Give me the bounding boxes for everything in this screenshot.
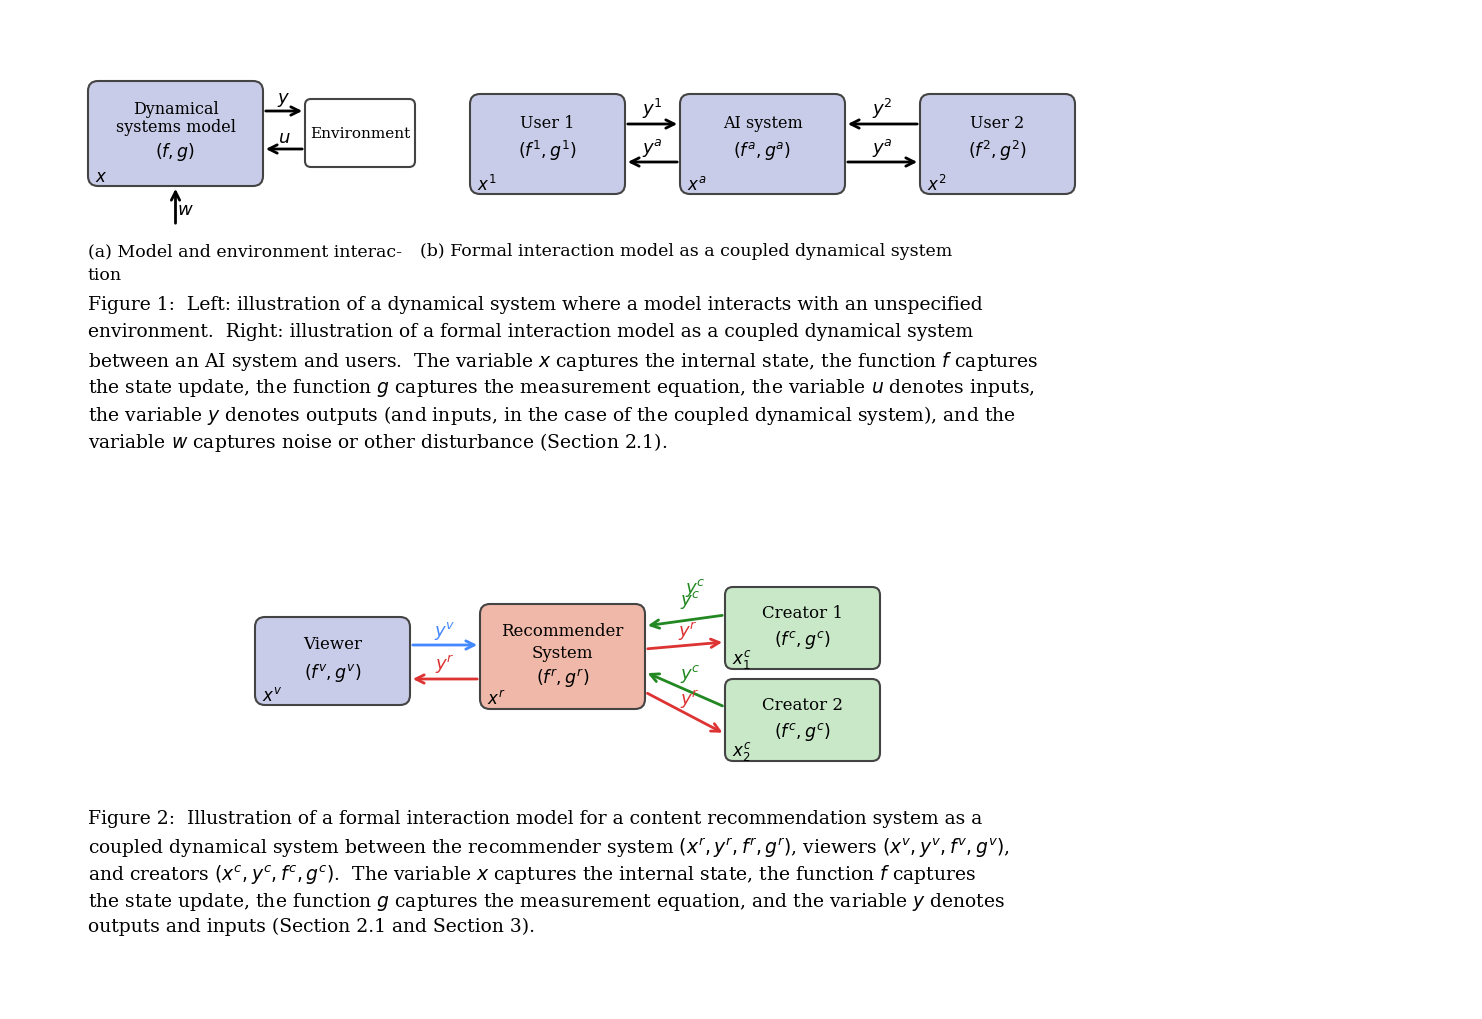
- Text: Figure 1:  Left: illustration of a dynamical system where a model interacts with: Figure 1: Left: illustration of a dynami…: [87, 296, 983, 314]
- Text: $y^r$: $y^r$: [679, 621, 698, 643]
- Text: $(f^c,g^c)$: $(f^c,g^c)$: [774, 720, 831, 742]
- Text: AI system: AI system: [723, 114, 802, 131]
- FancyBboxPatch shape: [305, 100, 415, 168]
- Text: $y^a$: $y^a$: [871, 137, 894, 159]
- Text: $(f^1,g^1)$: $(f^1,g^1)$: [519, 139, 576, 163]
- FancyBboxPatch shape: [480, 604, 645, 709]
- Text: $x^c_1$: $x^c_1$: [732, 648, 751, 671]
- Text: the state update, the function $g$ captures the measurement equation, and the va: the state update, the function $g$ captu…: [87, 891, 1005, 912]
- Text: the state update, the function $g$ captures the measurement equation, the variab: the state update, the function $g$ captu…: [87, 377, 1034, 398]
- Text: environment.  Right: illustration of a formal interaction model as a coupled dyn: environment. Right: illustration of a fo…: [87, 323, 974, 340]
- FancyBboxPatch shape: [920, 95, 1074, 195]
- Text: $w$: $w$: [178, 201, 194, 219]
- Text: outputs and inputs (Section 2.1 and Section 3).: outputs and inputs (Section 2.1 and Sect…: [87, 917, 535, 935]
- Text: User 1: User 1: [520, 114, 575, 131]
- Text: $y^v$: $y^v$: [434, 620, 456, 641]
- Text: $x^a$: $x^a$: [688, 176, 707, 194]
- Text: coupled dynamical system between the recommender system $(x^r, y^r, f^r, g^r)$, : coupled dynamical system between the rec…: [87, 837, 1009, 860]
- Text: (a) Model and environment interac-
tion: (a) Model and environment interac- tion: [87, 243, 402, 284]
- Text: $x^2$: $x^2$: [928, 175, 947, 195]
- Text: (b) Formal interaction model as a coupled dynamical system: (b) Formal interaction model as a couple…: [419, 243, 953, 260]
- Text: $x^v$: $x^v$: [262, 687, 282, 704]
- Text: $(f^r,g^r)$: $(f^r,g^r)$: [536, 667, 590, 690]
- Text: $y^r$: $y^r$: [436, 652, 455, 676]
- Text: Recommender: Recommender: [501, 623, 624, 640]
- Text: Creator 1: Creator 1: [762, 605, 843, 622]
- Text: $y^c$: $y^c$: [685, 577, 705, 599]
- FancyBboxPatch shape: [87, 82, 262, 186]
- Text: Environment: Environment: [310, 127, 411, 141]
- Text: $y$: $y$: [277, 91, 290, 109]
- Text: $(f^a,g^a)$: $(f^a,g^a)$: [734, 140, 791, 162]
- Text: between an AI system and users.  The variable $x$ captures the internal state, t: between an AI system and users. The vari…: [87, 350, 1039, 373]
- Text: Dynamical: Dynamical: [132, 102, 218, 118]
- Text: and creators $(x^c, y^c, f^c, g^c)$.  The variable $x$ captures the internal sta: and creators $(x^c, y^c, f^c, g^c)$. The…: [87, 863, 977, 887]
- FancyBboxPatch shape: [725, 587, 880, 669]
- Text: $y^c$: $y^c$: [680, 588, 701, 610]
- FancyBboxPatch shape: [255, 618, 411, 705]
- Text: $y^r$: $y^r$: [680, 688, 700, 710]
- Text: $(f,g)$: $(f,g)$: [156, 141, 196, 163]
- FancyBboxPatch shape: [680, 95, 845, 195]
- Text: System: System: [532, 645, 593, 662]
- Text: Figure 2:  Illustration of a formal interaction model for a content recommendati: Figure 2: Illustration of a formal inter…: [87, 809, 983, 827]
- Text: $x^1$: $x^1$: [477, 175, 496, 195]
- Text: the variable $y$ denotes outputs (and inputs, in the case of the coupled dynamic: the variable $y$ denotes outputs (and in…: [87, 404, 1015, 427]
- Text: $y^c$: $y^c$: [680, 662, 701, 685]
- Text: $y^2$: $y^2$: [873, 97, 892, 121]
- Text: Viewer: Viewer: [302, 636, 362, 653]
- Text: $(f^2,g^2)$: $(f^2,g^2)$: [968, 139, 1027, 163]
- Text: variable $w$ captures noise or other disturbance (Section 2.1).: variable $w$ captures noise or other dis…: [87, 431, 667, 453]
- Text: systems model: systems model: [116, 119, 236, 137]
- FancyBboxPatch shape: [725, 680, 880, 761]
- Text: $x$: $x$: [95, 168, 107, 185]
- Text: $(f^c,g^c)$: $(f^c,g^c)$: [774, 629, 831, 650]
- Text: $(f^v,g^v)$: $(f^v,g^v)$: [304, 661, 362, 684]
- Text: $y^1$: $y^1$: [642, 97, 662, 121]
- FancyBboxPatch shape: [470, 95, 625, 195]
- Text: Creator 2: Creator 2: [762, 697, 843, 713]
- Text: $x^r$: $x^r$: [488, 690, 505, 708]
- Text: $x^c_2$: $x^c_2$: [732, 740, 751, 763]
- Text: $u$: $u$: [277, 128, 290, 147]
- Text: User 2: User 2: [971, 114, 1024, 131]
- Text: $y^a$: $y^a$: [642, 137, 662, 159]
